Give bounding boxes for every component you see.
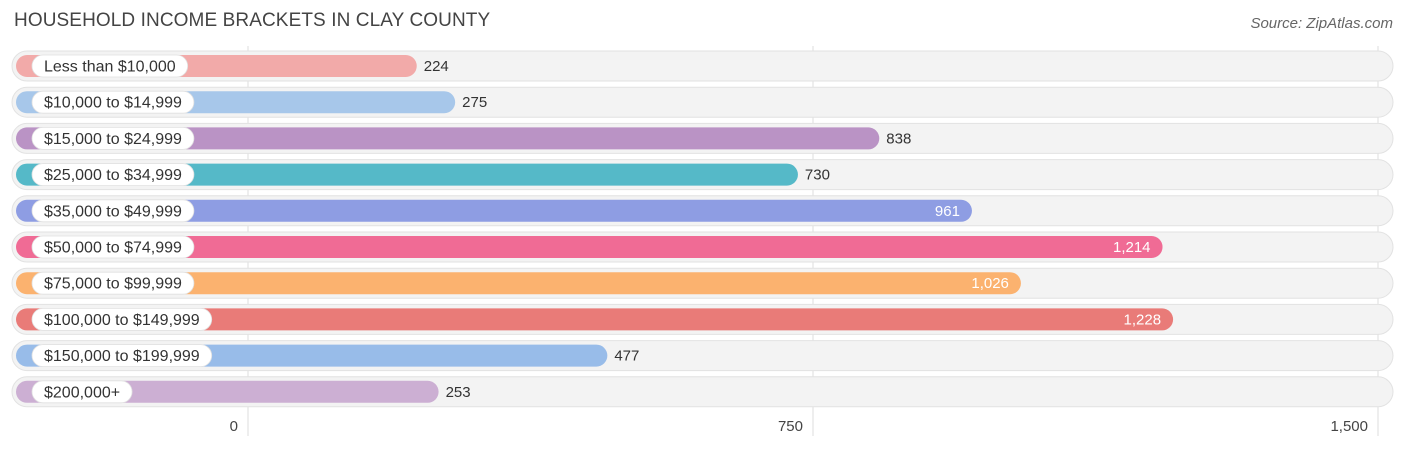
bar-row: $25,000 to $34,999 730 [11, 159, 1394, 191]
tick-layer: 0 750 1,500 [230, 418, 1368, 435]
category-label: $35,000 to $49,999 [44, 203, 182, 220]
bar [16, 127, 880, 150]
category-pill [31, 344, 213, 368]
value-label: 275 [462, 94, 487, 111]
category-label: $10,000 to $14,999 [44, 95, 182, 112]
bar-row: $200,000+ 253 [11, 376, 1394, 408]
bar-row: $35,000 to $49,999 961 [11, 195, 1394, 227]
category-label: Less than $10,000 [44, 59, 176, 76]
category-label: $75,000 to $99,999 [44, 276, 182, 293]
category-pill [31, 163, 195, 187]
chart-title: HOUSEHOLD INCOME BRACKETS IN CLAY COUNTY [14, 10, 491, 31]
value-label: 838 [886, 130, 911, 147]
bar [16, 199, 972, 222]
category-label: $25,000 to $34,999 [44, 167, 182, 184]
x-tick-label: 0 [230, 418, 238, 435]
category-label: $15,000 to $24,999 [44, 131, 182, 148]
value-label: 477 [614, 348, 639, 365]
bar-row: $75,000 to $99,999 1,026 [11, 267, 1394, 299]
category-pill [31, 380, 133, 404]
rows-layer: Less than $10,000 224 $10,000 to $14,999 27… [11, 50, 1394, 408]
category-label: $50,000 to $74,999 [44, 240, 182, 257]
category-pill [31, 127, 195, 150]
chart-source: Source: ZipAtlas.com [1250, 15, 1393, 32]
value-label: 1,214 [1113, 239, 1151, 256]
category-pill [31, 199, 195, 223]
bar [16, 272, 1021, 295]
x-tick-label: 1,500 [1330, 418, 1368, 435]
bar-row: $100,000 to $149,999 1,228 [11, 303, 1394, 335]
bar-row: $50,000 to $74,999 1,214 [11, 231, 1394, 263]
bar [16, 236, 1163, 258]
value-label: 1,228 [1124, 311, 1162, 328]
category-label: $200,000+ [44, 384, 120, 401]
bar-row: $15,000 to $24,999 838 [11, 122, 1394, 154]
category-label: $100,000 to $149,999 [44, 312, 200, 329]
bar [16, 163, 798, 186]
bar [16, 308, 1174, 331]
x-tick-label: 750 [778, 418, 803, 435]
category-pill [31, 271, 195, 295]
value-label: 1,026 [971, 275, 1009, 292]
value-label: 730 [805, 167, 830, 184]
bar-row: Less than $10,000 224 [11, 50, 1394, 82]
bar-row: $10,000 to $14,999 275 [11, 86, 1394, 118]
value-label: 253 [446, 384, 471, 401]
category-pill [31, 235, 195, 259]
category-pill [31, 90, 195, 114]
value-label: 224 [424, 58, 449, 75]
category-pill [31, 54, 189, 78]
value-label: 961 [935, 203, 960, 220]
category-label: $150,000 to $199,999 [44, 348, 200, 365]
bar-row: $150,000 to $199,999 477 [11, 340, 1394, 372]
category-pill [31, 307, 213, 331]
